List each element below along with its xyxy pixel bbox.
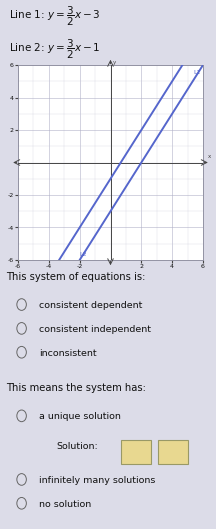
- Text: x: x: [208, 154, 211, 159]
- Text: L2: L2: [80, 252, 87, 257]
- Text: This means the system has:: This means the system has:: [6, 383, 146, 393]
- Text: no solution: no solution: [39, 500, 91, 509]
- Text: a unique solution: a unique solution: [39, 413, 121, 422]
- Text: This system of equations is:: This system of equations is:: [6, 272, 146, 282]
- Text: consistent independent: consistent independent: [39, 325, 151, 334]
- Polygon shape: [121, 440, 151, 464]
- Text: Solution:: Solution:: [56, 442, 98, 451]
- Text: infinitely many solutions: infinitely many solutions: [39, 476, 155, 485]
- Text: y: y: [113, 60, 116, 65]
- Text: inconsistent: inconsistent: [39, 349, 97, 358]
- Text: Line 2: $y=\dfrac{3}{2}x-1$: Line 2: $y=\dfrac{3}{2}x-1$: [9, 38, 100, 61]
- Text: Line 1: $y=\dfrac{3}{2}x-3$: Line 1: $y=\dfrac{3}{2}x-3$: [9, 5, 100, 29]
- Text: L1: L1: [193, 70, 201, 75]
- Polygon shape: [158, 440, 188, 464]
- Text: consistent dependent: consistent dependent: [39, 301, 142, 310]
